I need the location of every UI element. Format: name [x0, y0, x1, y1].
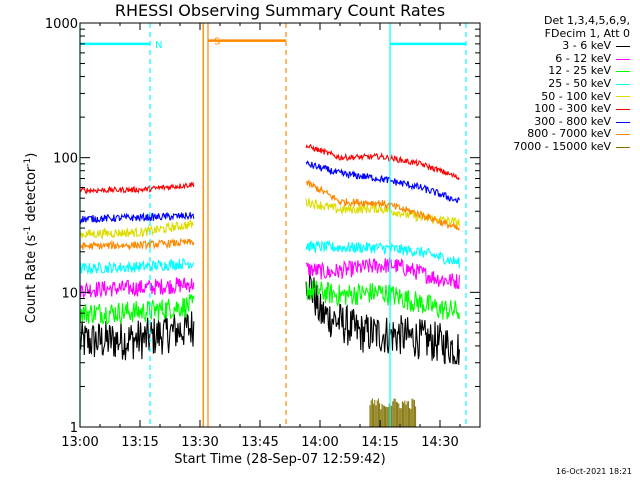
legend-entry: 800 - 7000 keV — [513, 128, 630, 141]
x-axis-label: Start Time (28-Sep-07 12:59:42) — [174, 452, 386, 467]
legend-entry: 100 - 300 keV — [513, 103, 630, 116]
x-tick-label: 13:30 — [181, 435, 218, 450]
legend-swatch — [616, 96, 630, 98]
legend-entry: 25 - 50 keV — [513, 76, 630, 91]
legend-entry: 6 - 12 keV — [513, 51, 630, 66]
legend: Det 1,3,4,5,6,9, FDecim 1, Att 0 3 - 6 k… — [513, 14, 630, 154]
y-tick-label: 1 — [70, 421, 78, 436]
y-tick-label: 100 — [53, 152, 78, 167]
legend-label: 6 - 12 keV — [555, 51, 611, 65]
legend-swatch — [616, 58, 630, 60]
flag-S — [207, 23, 287, 427]
legend-entry: 50 - 100 keV — [513, 89, 630, 104]
flag-N — [79, 23, 151, 427]
legend-entries: 3 - 6 keV 6 - 12 keV 12 - 25 keV 25 - 50 ke… — [513, 40, 630, 153]
legend-label: 300 - 800 keV — [534, 114, 611, 128]
y-tick-label: 1000 — [45, 17, 78, 32]
x-tick-label: 14:30 — [421, 435, 458, 450]
data-layer — [79, 143, 460, 427]
legend-label: 50 - 100 keV — [541, 89, 611, 103]
series-6-12-kev — [79, 257, 460, 299]
x-tick-label: 13:15 — [121, 435, 158, 450]
legend-entry: 7000 - 15000 keV — [513, 139, 630, 154]
legend-swatch — [616, 108, 630, 110]
flag-label-N: N — [155, 40, 162, 51]
legend-label: 12 - 25 keV — [548, 64, 611, 78]
legend-header-line-2: FDecim 1, Att 0 — [544, 26, 630, 40]
legend-label: 100 - 300 keV — [534, 102, 611, 116]
legend-swatch — [616, 146, 630, 148]
series-800-7000-kev — [80, 179, 460, 251]
legend-swatch — [616, 134, 630, 136]
legend-entry: 300 - 800 keV — [513, 114, 630, 129]
axis-layer: 13:00 13:15 13:30 13:45 14:00 14:15 14:30 1 10 10… — [45, 17, 481, 450]
legend-entry: 3 - 6 keV — [513, 40, 630, 53]
series-12-25-kev — [79, 279, 460, 326]
chart-title: RHESSI Observing Summary Count Rates — [114, 1, 446, 20]
generated-timestamp: 16-Oct-2021 18:21 — [556, 467, 632, 476]
series-100-300-kev — [79, 143, 460, 194]
flag-label-S: S — [214, 37, 220, 48]
series-7000-15000-kev — [369, 398, 417, 427]
legend-swatch — [616, 121, 630, 123]
x-tick-label: 13:00 — [61, 435, 98, 450]
legend-header-line-1: Det 1,3,4,5,6,9, — [543, 14, 630, 27]
plot-frame — [79, 22, 481, 428]
y-tick-label: 10 — [61, 286, 78, 301]
y-axis-label: Count Rate (s-1 detector-1) — [22, 152, 40, 324]
legend-label: 25 - 50 keV — [548, 76, 611, 90]
flag-segment-1 — [389, 23, 467, 427]
series-3-6-kev — [79, 273, 460, 365]
x-tick-label: 13:45 — [241, 435, 278, 450]
legend-label: 800 - 7000 keV — [527, 127, 611, 141]
legend-swatch — [616, 71, 630, 73]
x-tick-label: 14:00 — [301, 435, 338, 450]
series-25-50-kev — [79, 239, 460, 276]
series-300-800-kev — [79, 160, 460, 225]
x-tick-label: 14:15 — [361, 435, 398, 450]
legend-label: 3 - 6 keV — [562, 39, 611, 53]
legend-swatch — [616, 45, 630, 47]
legend-label: 7000 - 15000 keV — [513, 139, 611, 153]
legend-swatch — [616, 83, 630, 85]
legend-entry: 12 - 25 keV — [513, 65, 630, 78]
